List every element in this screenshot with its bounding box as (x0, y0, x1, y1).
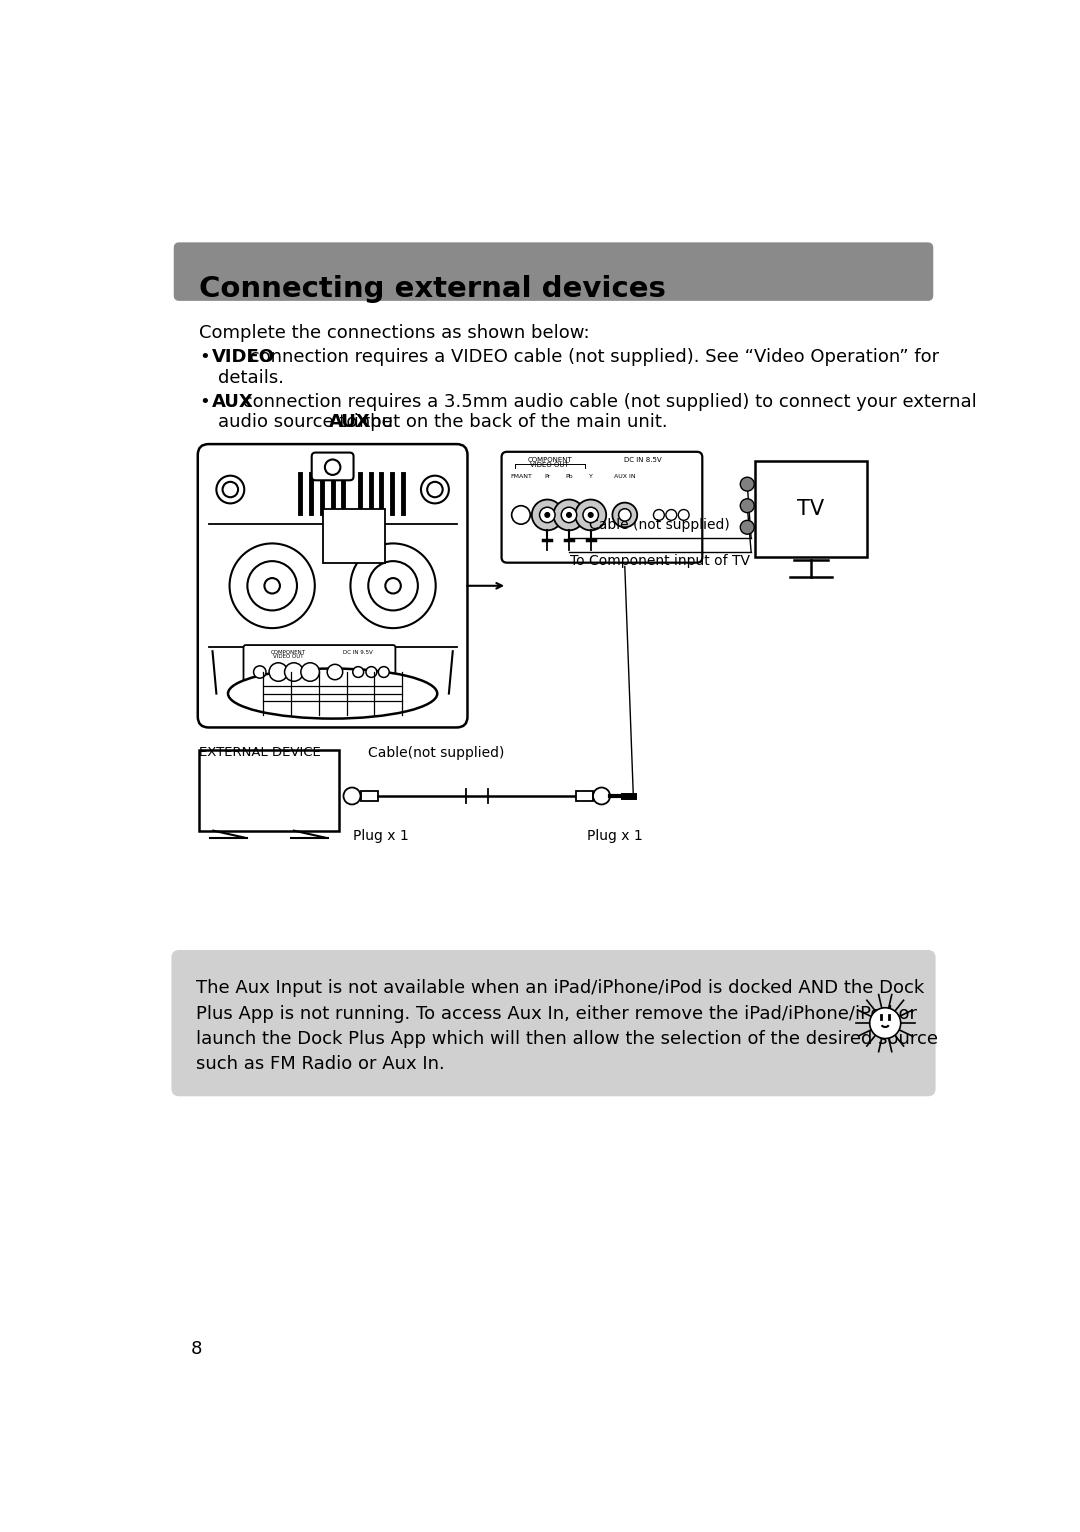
Circle shape (619, 509, 631, 521)
Text: input on the back of the main unit.: input on the back of the main unit. (348, 414, 667, 432)
Circle shape (343, 787, 361, 804)
Circle shape (301, 663, 320, 682)
Text: such as FM Radio or Aux In.: such as FM Radio or Aux In. (197, 1056, 445, 1074)
Circle shape (386, 578, 401, 593)
Circle shape (678, 510, 689, 521)
Text: VIDEO: VIDEO (212, 348, 274, 366)
Text: VIDEO OUT: VIDEO OUT (273, 654, 303, 659)
Text: •: • (200, 392, 211, 411)
Text: Plug x 1: Plug x 1 (586, 829, 643, 843)
Circle shape (216, 475, 244, 504)
Text: TV: TV (797, 499, 824, 519)
Circle shape (653, 510, 664, 521)
Circle shape (428, 483, 443, 498)
Text: Plus App is not running. To access Aux In, either remove the iPad/iPhone/iPod or: Plus App is not running. To access Aux I… (197, 1005, 917, 1023)
Circle shape (540, 507, 555, 522)
Circle shape (545, 513, 550, 518)
Circle shape (512, 506, 530, 524)
Circle shape (350, 544, 435, 628)
Circle shape (265, 578, 280, 593)
Text: Y: Y (589, 473, 593, 480)
Circle shape (576, 499, 606, 530)
Circle shape (378, 666, 389, 677)
Text: Connecting external devices: Connecting external devices (200, 274, 666, 303)
Text: AUX: AUX (212, 392, 254, 411)
Text: launch the Dock Plus App which will then allow the selection of the desired sour: launch the Dock Plus App which will then… (197, 1030, 939, 1048)
Circle shape (353, 666, 364, 677)
Circle shape (531, 499, 563, 530)
Text: Plug x 1: Plug x 1 (353, 829, 408, 843)
Text: connection requires a 3.5mm audio cable (not supplied) to connect your external: connection requires a 3.5mm audio cable … (237, 392, 976, 411)
Text: Cable (not supplied): Cable (not supplied) (590, 518, 730, 532)
Circle shape (583, 507, 598, 522)
Bar (576, 791, 593, 801)
Circle shape (740, 476, 754, 492)
Circle shape (567, 513, 571, 518)
Bar (200, 749, 339, 830)
Text: 8: 8 (191, 1340, 202, 1359)
Circle shape (368, 561, 418, 610)
Text: FMANT: FMANT (510, 473, 531, 480)
Text: DC IN 8.5V: DC IN 8.5V (624, 457, 661, 463)
Text: AUX: AUX (328, 414, 370, 432)
Text: COMPONENT: COMPONENT (527, 457, 572, 463)
FancyBboxPatch shape (243, 645, 395, 692)
Ellipse shape (228, 668, 437, 719)
Circle shape (366, 666, 377, 677)
Bar (323, 509, 386, 562)
FancyBboxPatch shape (172, 950, 935, 1097)
FancyBboxPatch shape (312, 452, 353, 481)
Text: VIDEO OUT: VIDEO OUT (530, 463, 569, 469)
Circle shape (269, 663, 287, 682)
Circle shape (740, 521, 754, 535)
Text: Pb: Pb (565, 473, 572, 480)
Text: connection requires a VIDEO cable (not supplied). See “Video Operation” for: connection requires a VIDEO cable (not s… (244, 348, 940, 366)
Text: EXTERNAL DEVICE: EXTERNAL DEVICE (200, 746, 321, 758)
Text: AUX IN: AUX IN (615, 473, 636, 480)
FancyBboxPatch shape (174, 242, 933, 300)
Circle shape (230, 544, 314, 628)
Circle shape (593, 787, 610, 804)
Bar (361, 791, 378, 801)
Text: DC IN 9.5V: DC IN 9.5V (343, 650, 373, 654)
Circle shape (740, 499, 754, 513)
Text: Complete the connections as shown below:: Complete the connections as shown below: (200, 323, 590, 342)
Text: audio source to the: audio source to the (218, 414, 399, 432)
Circle shape (562, 507, 577, 522)
Circle shape (612, 502, 637, 527)
Text: COMPONENT: COMPONENT (271, 650, 306, 654)
Circle shape (222, 483, 238, 498)
Circle shape (421, 475, 449, 504)
Circle shape (284, 663, 303, 682)
Circle shape (666, 510, 677, 521)
Circle shape (327, 665, 342, 680)
Circle shape (247, 561, 297, 610)
Text: details.: details. (218, 369, 284, 386)
Text: Cable(not supplied): Cable(not supplied) (368, 746, 504, 760)
Text: Pr: Pr (544, 473, 551, 480)
Circle shape (554, 499, 584, 530)
FancyBboxPatch shape (198, 444, 468, 728)
Circle shape (869, 1008, 901, 1039)
Text: •: • (200, 348, 211, 366)
FancyBboxPatch shape (501, 452, 702, 562)
Circle shape (254, 666, 266, 679)
Text: The Aux Input is not available when an iPad/iPhone/iPod is docked AND the Dock: The Aux Input is not available when an i… (197, 979, 924, 997)
Text: To Component input of TV: To Component input of TV (569, 555, 750, 568)
Circle shape (325, 460, 340, 475)
Circle shape (589, 513, 593, 518)
Bar (755, 461, 867, 558)
